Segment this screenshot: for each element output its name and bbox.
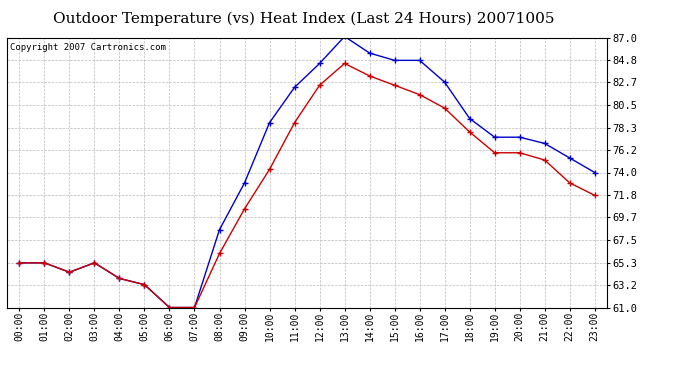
Text: Outdoor Temperature (vs) Heat Index (Last 24 Hours) 20071005: Outdoor Temperature (vs) Heat Index (Las… xyxy=(53,11,554,26)
Text: Copyright 2007 Cartronics.com: Copyright 2007 Cartronics.com xyxy=(10,43,166,52)
